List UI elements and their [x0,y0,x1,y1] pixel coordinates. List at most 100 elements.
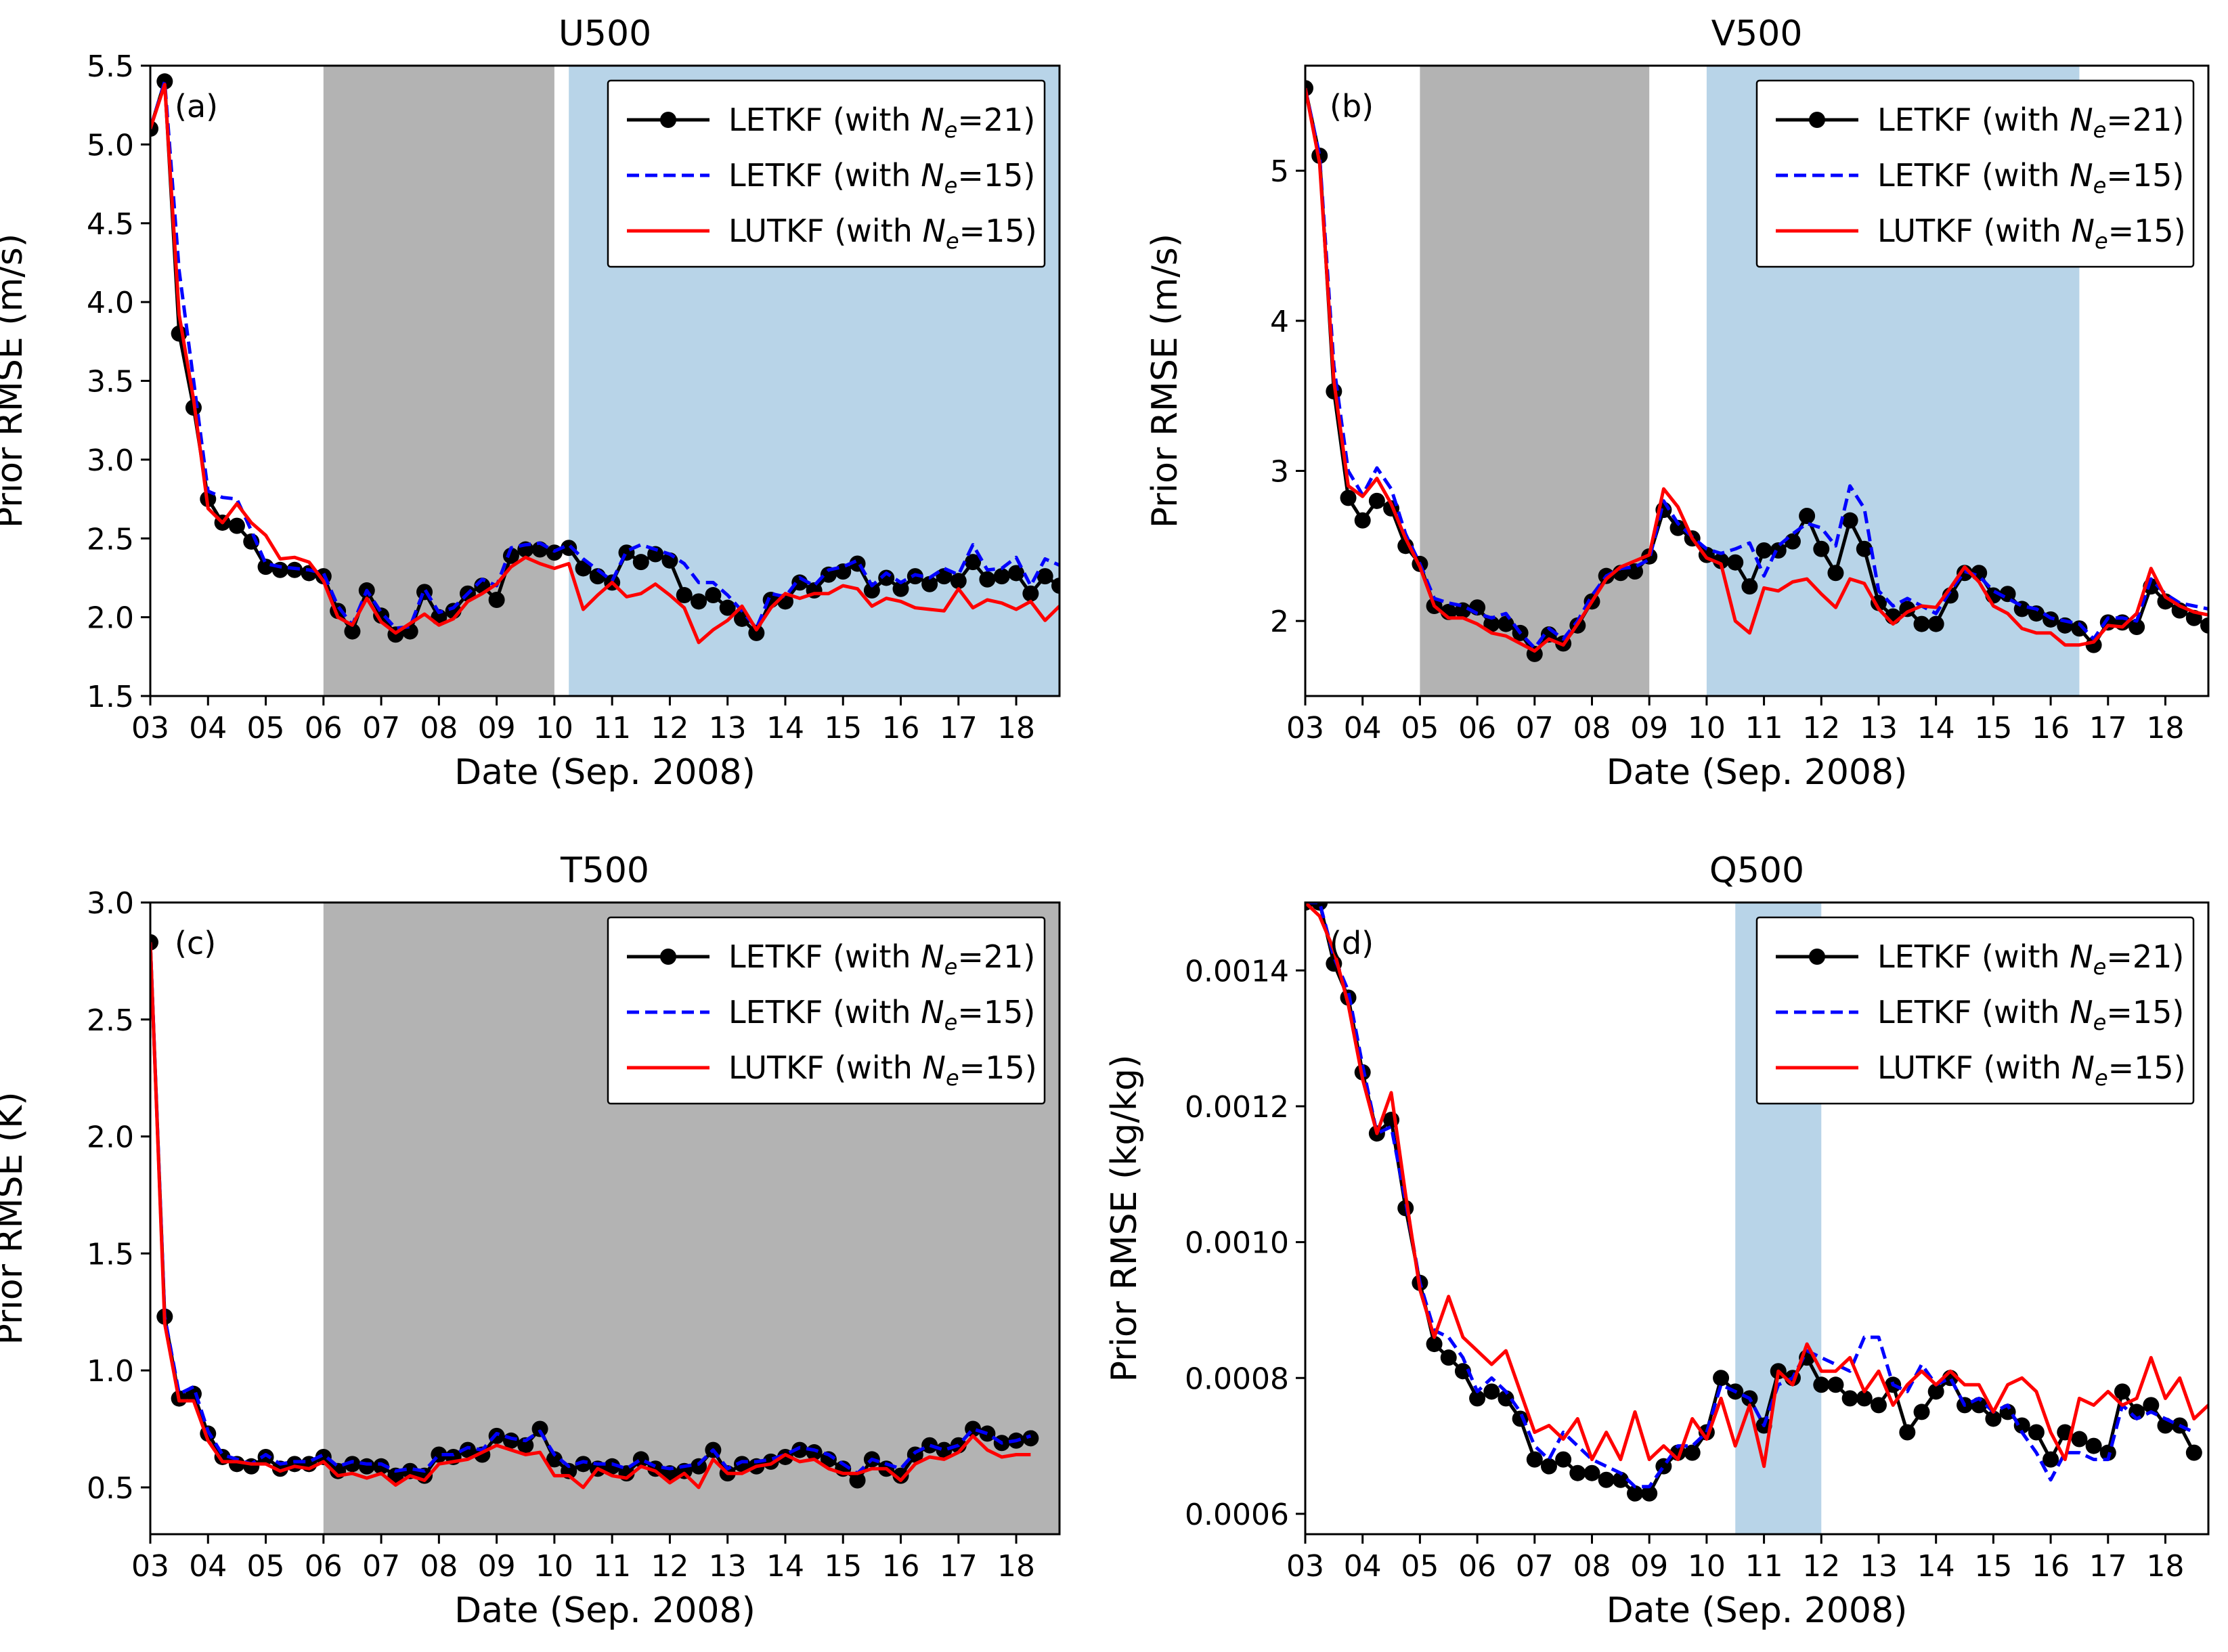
data-point-letkf21 [1841,1390,1858,1407]
series-line-lutkf15 [1305,87,2208,653]
y-tick-label: 1.0 [87,1354,134,1389]
x-tick-label: 17 [2089,711,2127,745]
data-point-letkf21 [2043,1451,2059,1468]
data-point-letkf21 [257,1448,274,1465]
x-tick-label: 09 [478,1549,516,1584]
y-tick-label: 2.0 [87,601,134,636]
series-line-letkf15 [150,79,1060,630]
y-tick-label: 0.0006 [1185,1498,1289,1532]
y-axis-label: Prior RMSE (K) [0,1091,30,1345]
data-point-letkf21 [719,599,736,616]
x-tick-label: 06 [305,1549,343,1584]
x-tick-label: 17 [2089,1549,2127,1584]
data-point-letkf21 [1311,903,1328,911]
data-point-letkf21 [1985,1410,2002,1427]
data-point-letkf21 [2099,1444,2116,1461]
legend-box [1755,916,2195,1105]
data-point-letkf21 [2085,636,2102,653]
data-point-letkf21 [358,1458,375,1475]
x-tick-label: 08 [1573,1549,1611,1584]
data-point-letkf21 [705,587,722,604]
series-group [150,934,1039,1490]
y-tick-label: 3.5 [87,365,134,399]
data-point-letkf21 [1856,1390,1873,1407]
data-point-letkf21 [1870,1397,1887,1414]
data-point-letkf21 [936,568,953,585]
x-tick-label: 11 [1745,1549,1783,1584]
y-tick-label: 5 [1270,154,1289,189]
data-point-letkf21 [531,1420,548,1437]
data-point-letkf21 [1540,1458,1557,1475]
x-tick-label: 11 [593,1549,631,1584]
x-tick-label: 10 [536,1549,573,1584]
data-point-letkf21 [1498,615,1514,632]
axes-frame [149,901,1061,1536]
legend-label-lutkf15: LUTKF (with Ne=15) [1877,1049,2186,1091]
legend-label-letkf21: LETKF (with Ne=21) [728,938,1035,980]
data-point-letkf21 [1440,1349,1457,1366]
data-point-letkf21 [502,547,519,564]
legend-box [1755,79,2195,268]
x-tick-label: 04 [189,1549,227,1584]
data-point-letkf21 [892,1467,909,1484]
panel-letter: (b) [1330,88,1374,125]
y-tick-label: 0.0008 [1185,1362,1289,1396]
data-point-letkf21 [1813,1376,1830,1393]
data-point-letkf21 [1813,540,1830,557]
x-tick-label: 12 [1802,1549,1840,1584]
data-point-letkf21 [2114,1383,2131,1400]
data-point-letkf21 [1799,508,1816,524]
data-point-letkf21 [401,1462,418,1479]
y-tick-label: 3.0 [87,443,134,478]
data-point-letkf21 [1368,492,1385,509]
x-tick-label: 14 [1917,1549,1955,1584]
chart-title: V500 [1711,14,1803,54]
x-tick-label: 04 [189,711,227,745]
data-point-letkf21 [1741,578,1758,595]
panel-letter: (a) [175,88,218,125]
data-point-letkf21 [2200,617,2208,634]
x-tick-label: 18 [2146,1549,2184,1584]
y-tick-label: 2.5 [87,522,134,557]
axes-frame [1304,901,2210,1536]
data-point-letkf21 [228,1456,245,1473]
x-tick-label: 13 [1860,1549,1898,1584]
x-tick-label: 06 [1458,1549,1496,1584]
legend: LETKF (with Ne=21) LETKF (with Ne=15) LUTK… [1755,79,2195,268]
data-point-letkf21 [2128,619,2145,636]
x-axis-label: Date (Sep. 2008) [1607,752,1908,793]
x-tick-label: 13 [709,1549,747,1584]
data-point-letkf21 [1583,1464,1600,1481]
x-tick-label: 12 [651,711,689,745]
data-point-letkf21 [1426,1336,1443,1353]
x-tick-label: 03 [1286,1549,1324,1584]
series-group [1305,80,2208,662]
x-tick-label: 14 [766,711,804,745]
data-point-letkf21 [1913,615,1930,632]
data-point-letkf21 [1899,1424,1916,1441]
legend: LETKF (with Ne=21) LETKF (with Ne=15) LUTK… [1755,916,2195,1105]
x-tick-label: 14 [766,1549,804,1584]
x-tick-label: 04 [1344,1549,1382,1584]
data-point-letkf21 [993,568,1010,585]
x-tick-label: 09 [1630,1549,1668,1584]
x-tick-label: 03 [131,1549,169,1584]
series-line-letkf15 [150,942,1032,1475]
x-tick-label: 17 [940,1549,978,1584]
data-point-letkf21 [965,554,982,571]
data-point-letkf21 [1483,615,1500,632]
x-tick-label: 18 [2146,711,2184,745]
series-group [150,73,1060,645]
y-tick-label: 2.5 [87,1003,134,1038]
data-point-letkf21 [1036,568,1053,585]
x-tick-label: 09 [1630,711,1668,745]
x-tick-label: 08 [1573,711,1611,745]
data-point-letkf21 [1008,565,1025,582]
data-point-letkf21 [1569,1464,1586,1481]
data-point-letkf21 [156,73,173,90]
x-axis-label: Date (Sep. 2008) [454,1590,756,1631]
data-point-letkf21 [315,1448,332,1465]
x-tick-label: 10 [1688,1549,1726,1584]
data-point-letkf21 [1454,1363,1471,1380]
data-point-letkf21 [1899,601,1916,617]
